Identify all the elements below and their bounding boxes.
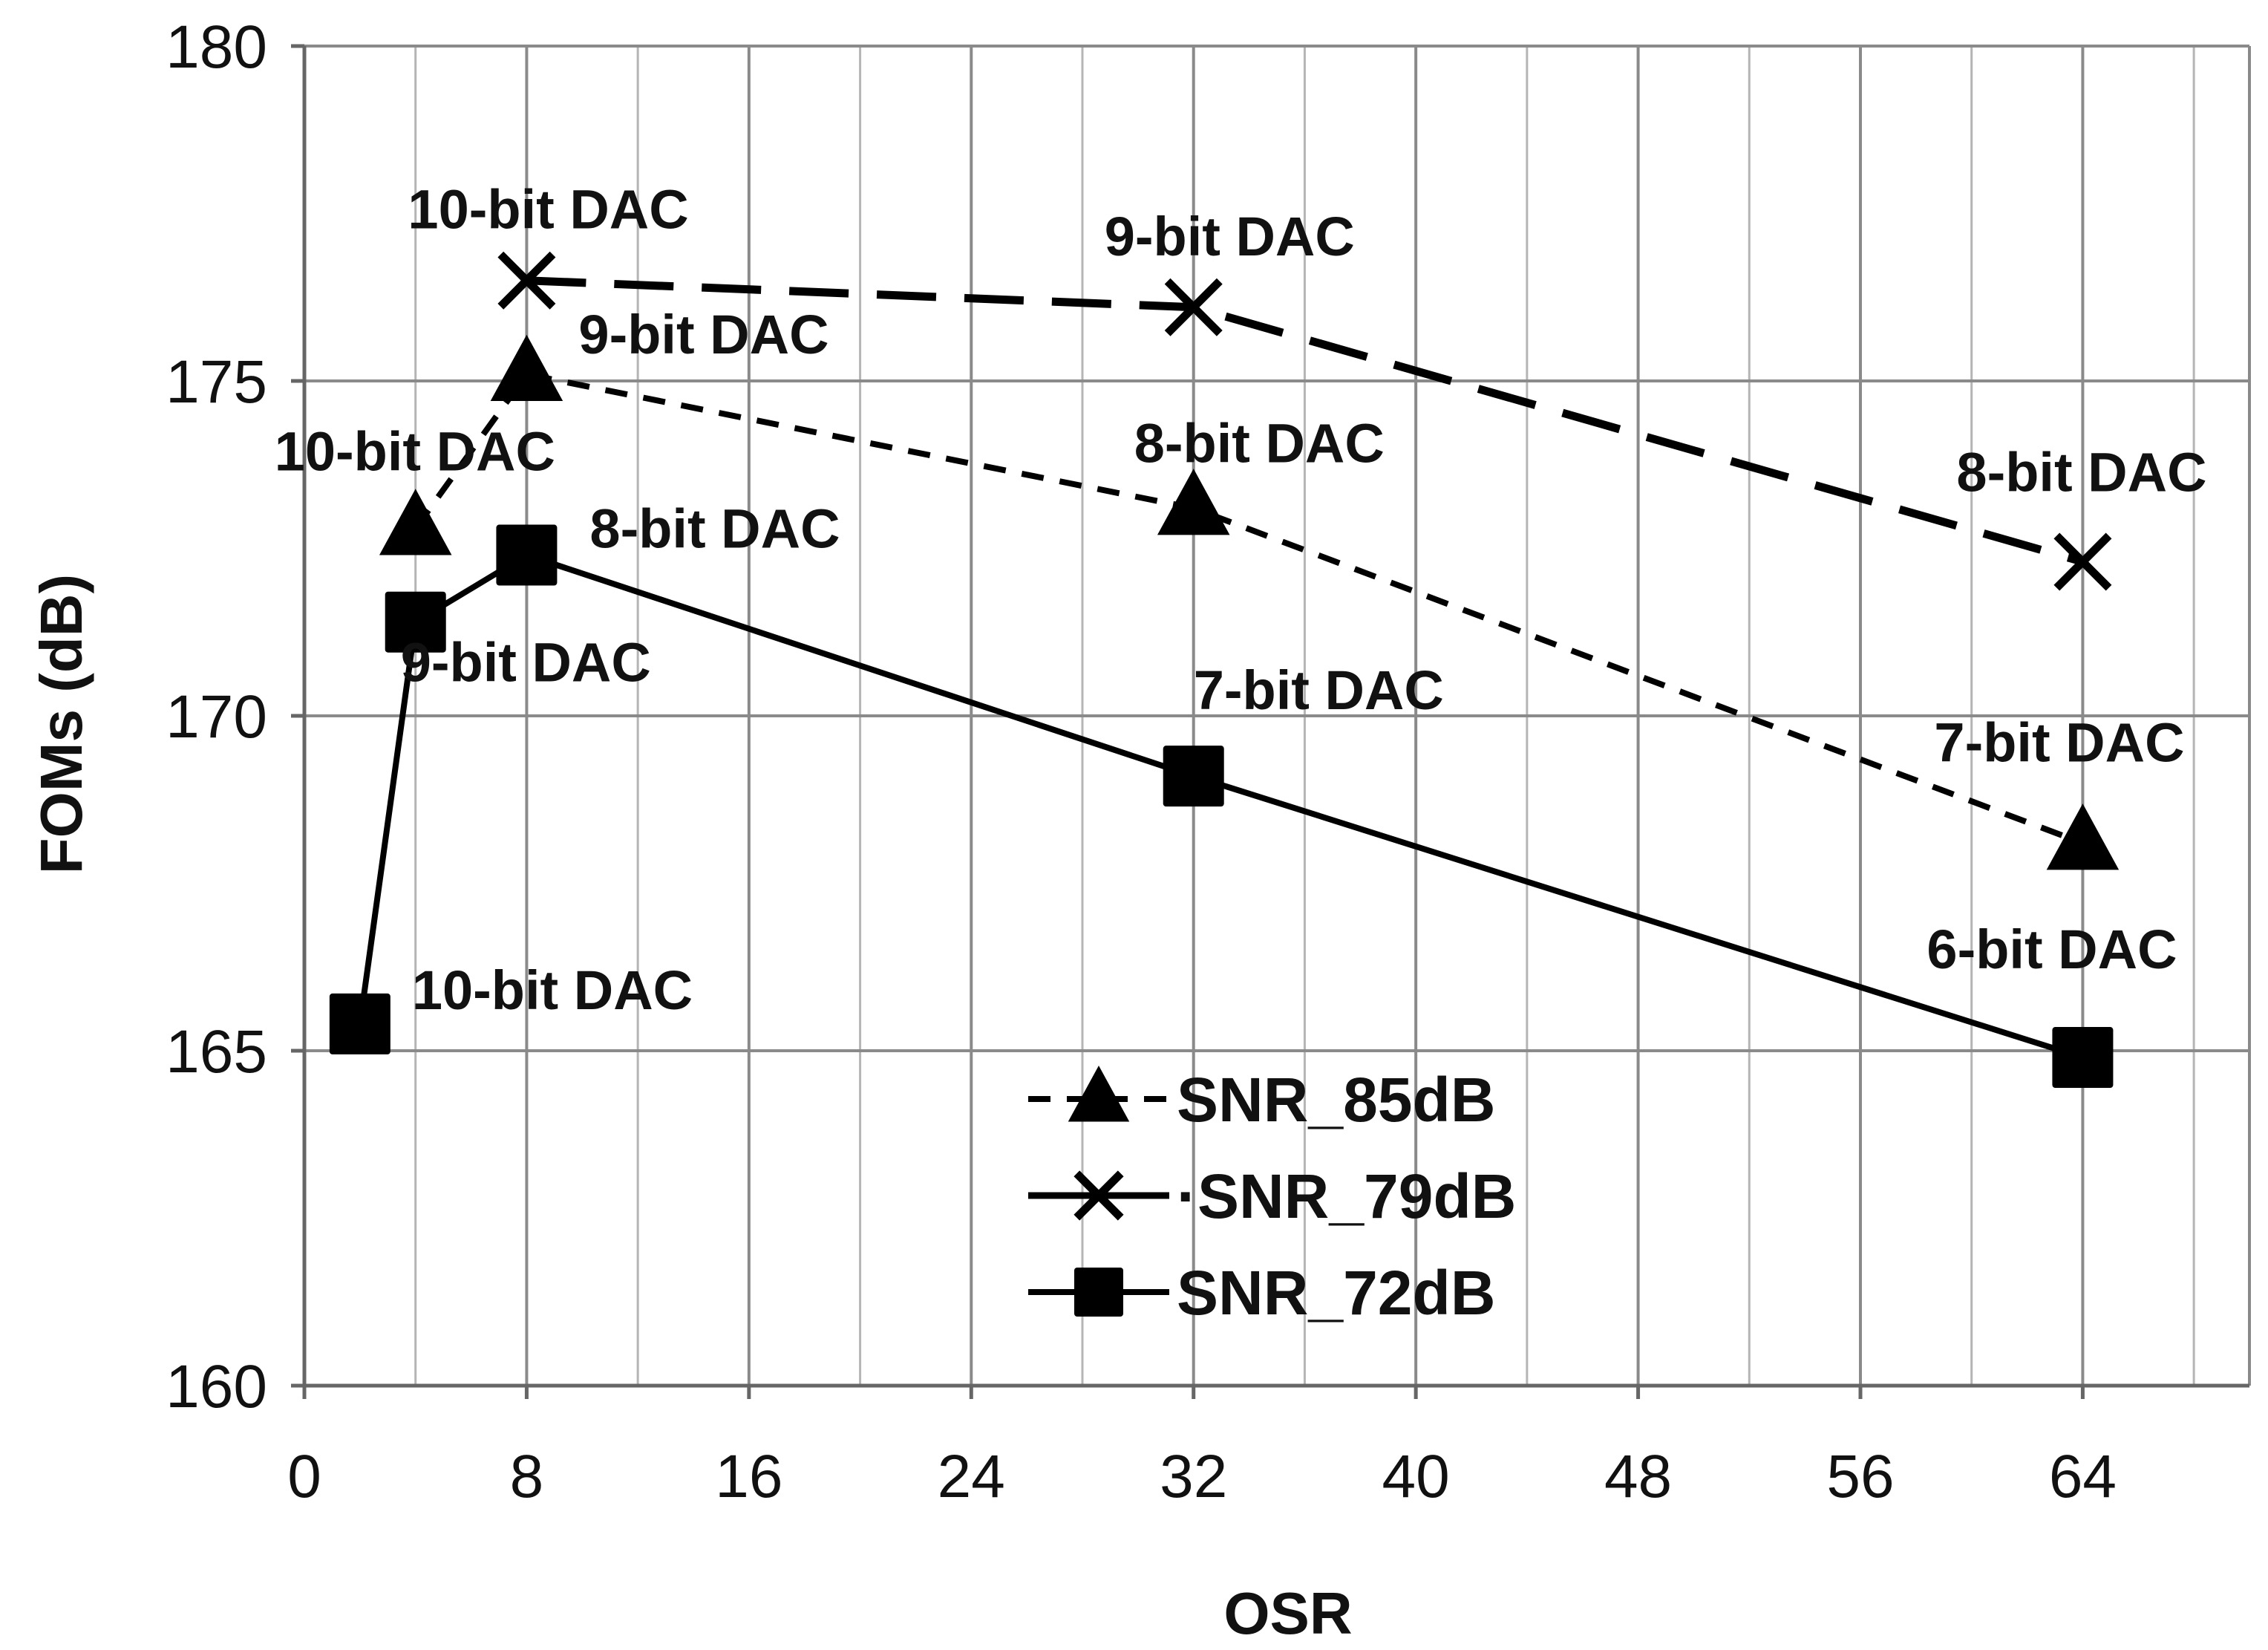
grid	[304, 45, 2251, 1386]
x-marker	[2053, 532, 2112, 591]
x-axis-title: OSR	[1223, 1580, 1352, 1646]
x-marker	[497, 251, 556, 310]
legend-label: SNR_85dB	[1177, 1065, 1495, 1135]
legend: SNR_85dB ·SNR_79dB SNR_72dB	[1028, 1065, 1516, 1328]
square-marker	[385, 591, 446, 653]
dac-label: 10-bit DAC	[412, 959, 693, 1021]
dac-label: 6-bit DAC	[1927, 919, 2177, 980]
square-marker	[496, 524, 558, 586]
y-tick-label: 175	[166, 348, 267, 416]
dac-label: 8-bit DAC	[1956, 442, 2206, 503]
dac-label: 8-bit DAC	[589, 498, 840, 560]
triangle-marker	[1068, 1065, 1130, 1122]
triangle-marker	[1157, 469, 1230, 535]
y-tick-label: 180	[166, 13, 267, 81]
dac-label: 7-bit DAC	[1934, 711, 2184, 773]
x-tick-label: 64	[2049, 1443, 2117, 1510]
square-marker	[2052, 1027, 2114, 1089]
x-tick-label: 24	[938, 1443, 1005, 1510]
square-marker	[329, 993, 390, 1054]
dac-label: 8-bit DAC	[1134, 412, 1385, 474]
dac-label: 7-bit DAC	[1194, 659, 1444, 721]
triangle-marker	[2046, 803, 2120, 870]
square-marker	[1074, 1268, 1123, 1317]
x-tick-label: 0	[287, 1443, 321, 1510]
x-tick-label: 8	[510, 1443, 544, 1510]
point-annotations: 10-bit DAC 9-bit DAC 8-bit DAC 7-bit DAC 10-…	[275, 179, 2207, 1021]
legend-label: SNR_72dB	[1177, 1258, 1495, 1328]
dac-label: 9-bit DAC	[401, 632, 651, 694]
y-tick-label: 165	[166, 1018, 267, 1086]
square-marker	[1163, 746, 1224, 807]
dac-label: 9-bit DAC	[578, 304, 829, 365]
y-tick-label: 170	[166, 683, 267, 751]
y-tick-label: 160	[166, 1353, 267, 1421]
x-tick-label: 32	[1160, 1443, 1227, 1510]
axes	[291, 44, 2249, 1399]
series-line-SNR_85dB	[413, 371, 2084, 847]
dac-label: 10-bit DAC	[408, 179, 688, 241]
y-axis-title: FOMs (dB)	[28, 574, 94, 874]
x-marker	[1164, 278, 1223, 336]
legend-label: ·SNR_79dB	[1177, 1161, 1516, 1231]
series-markers	[329, 251, 2120, 1089]
dac-label: 9-bit DAC	[1105, 206, 1355, 267]
dac-label: 10-bit DAC	[275, 420, 555, 482]
triangle-marker	[490, 334, 563, 402]
x-tick-label: 40	[1382, 1443, 1450, 1510]
tick-labels: 160 165 170 175 180 0 8 16 24 32 40 48 56 64	[166, 13, 2117, 1510]
x-tick-label: 56	[1826, 1443, 1894, 1510]
x-marker	[1073, 1170, 1124, 1221]
triangle-marker	[379, 489, 452, 555]
x-tick-label: 16	[715, 1443, 782, 1510]
x-tick-label: 48	[1604, 1443, 1672, 1510]
